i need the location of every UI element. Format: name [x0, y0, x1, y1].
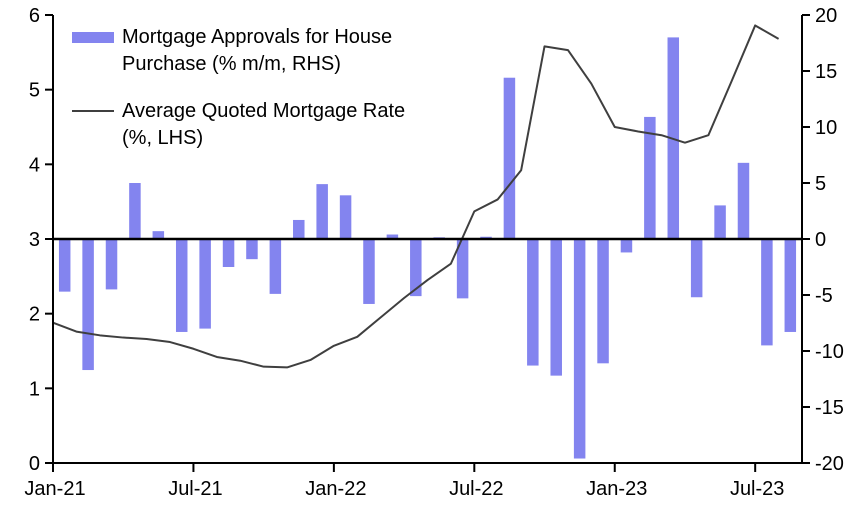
left-tick-label-0: 0	[29, 453, 40, 475]
bar-Apr-21	[129, 183, 141, 239]
right-tick-label-15: 15	[815, 61, 837, 83]
bar-Aug-21	[222, 239, 235, 267]
bar-Aug-22	[503, 77, 516, 239]
bar-Jun-23	[737, 162, 750, 239]
bar-Jun-22	[456, 239, 469, 299]
right-tick-label--10: -10	[815, 341, 844, 363]
bar-Apr-23	[690, 239, 703, 298]
bar-Apr-22	[410, 239, 422, 297]
left-tick-label-6: 6	[29, 5, 40, 27]
right-tick-label-5: 5	[815, 173, 826, 195]
bar-Jan-22	[339, 195, 352, 239]
bar-Mar-21	[105, 239, 118, 290]
bar-Jul-23	[761, 239, 773, 346]
left-tick-label-2: 2	[29, 304, 40, 326]
bar-Jul-21	[199, 239, 211, 329]
bar-Nov-22	[573, 239, 586, 459]
bar-Oct-22	[550, 239, 562, 376]
bar-Feb-21	[82, 239, 94, 371]
bar-May-23	[714, 205, 726, 239]
left-tick-label-3: 3	[29, 229, 40, 251]
right-tick-label--5: -5	[815, 285, 833, 307]
bar-Dec-21	[316, 184, 328, 239]
bar-Nov-21	[293, 219, 305, 239]
x-tick-label-Jul-22: Jul-22	[449, 478, 503, 500]
x-tick-label-Jan-22: Jan-22	[305, 478, 366, 500]
left-tick-label-4: 4	[29, 154, 40, 176]
left-tick-label-5: 5	[29, 80, 40, 102]
bar-Mar-22	[386, 234, 399, 239]
x-tick-label-Jan-23: Jan-23	[586, 478, 647, 500]
right-tick-label-20: 20	[815, 5, 837, 27]
bar-Dec-22	[597, 239, 609, 364]
bar-Sep-22	[527, 239, 539, 366]
right-tick-label-10: 10	[815, 117, 837, 139]
bar-Aug-23	[784, 239, 797, 332]
bar-Feb-23	[644, 116, 656, 239]
right-tick-label-0: 0	[815, 229, 826, 251]
right-tick-label--15: -15	[815, 397, 844, 419]
bar-Feb-22	[363, 239, 375, 304]
bar-Oct-21	[269, 239, 282, 294]
x-tick-label-Jan-21: Jan-21	[24, 478, 85, 500]
bar-May-21	[152, 231, 165, 239]
left-tick-label-1: 1	[29, 378, 40, 400]
bar-Jan-21	[58, 239, 71, 292]
right-tick-label--20: -20	[815, 453, 844, 475]
bar-Jun-21	[175, 239, 188, 332]
mortgage-rate-line	[52, 24, 780, 369]
bar-Jan-23	[620, 239, 633, 253]
x-tick-label-Jul-21: Jul-21	[168, 478, 222, 500]
bar-Sep-21	[246, 239, 258, 260]
x-tick-label-Jul-23: Jul-23	[730, 478, 784, 500]
